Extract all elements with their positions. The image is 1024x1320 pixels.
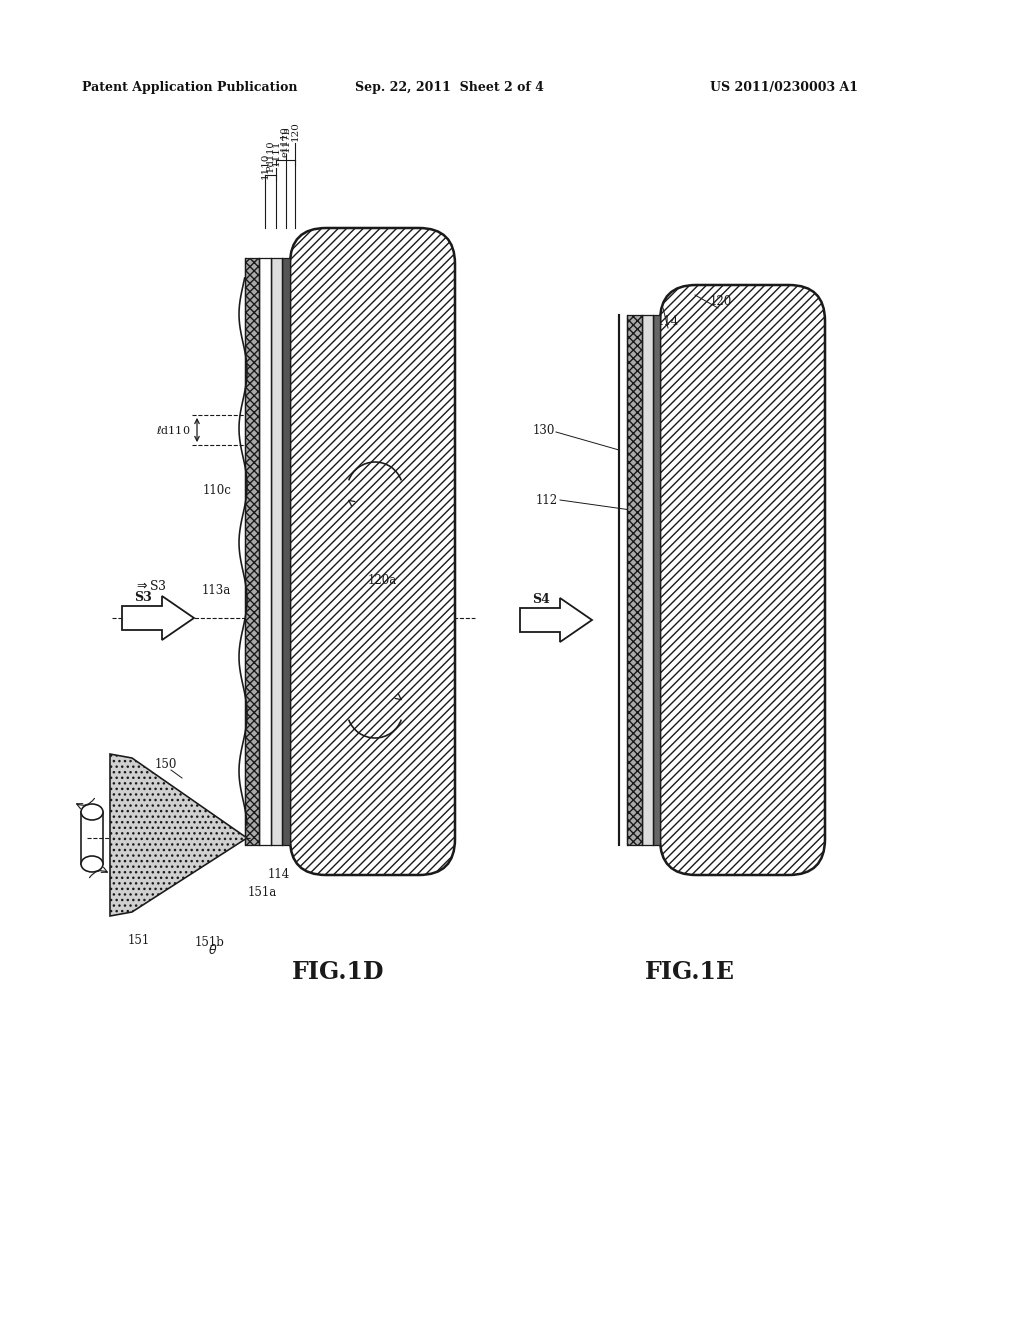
Text: 120: 120 bbox=[291, 121, 299, 141]
Text: 112: 112 bbox=[536, 494, 558, 507]
Text: Pd110: Pd110 bbox=[266, 140, 275, 172]
Text: 110c: 110c bbox=[202, 483, 231, 496]
Text: FIG.1E: FIG.1E bbox=[645, 960, 735, 983]
Text: 113a: 113a bbox=[202, 583, 231, 597]
Polygon shape bbox=[259, 257, 271, 845]
Text: 115: 115 bbox=[633, 354, 655, 367]
Text: Patent Application Publication: Patent Application Publication bbox=[82, 82, 298, 95]
Text: $\Rightarrow$S3: $\Rightarrow$S3 bbox=[134, 579, 167, 593]
Text: Sep. 22, 2011  Sheet 2 of 4: Sep. 22, 2011 Sheet 2 of 4 bbox=[355, 82, 544, 95]
FancyBboxPatch shape bbox=[660, 285, 825, 875]
Text: e1110: e1110 bbox=[281, 127, 290, 157]
Text: 114: 114 bbox=[268, 869, 290, 882]
Polygon shape bbox=[245, 257, 259, 845]
Text: US 2011/0230003 A1: US 2011/0230003 A1 bbox=[710, 82, 858, 95]
Text: $\ell$d110: $\ell$d110 bbox=[156, 424, 190, 436]
Polygon shape bbox=[282, 257, 290, 845]
Text: 151a: 151a bbox=[248, 886, 278, 899]
Text: 151: 151 bbox=[128, 933, 151, 946]
Polygon shape bbox=[110, 754, 247, 916]
Polygon shape bbox=[653, 315, 660, 845]
Polygon shape bbox=[627, 315, 642, 845]
Text: 130: 130 bbox=[532, 424, 555, 437]
Text: S3: S3 bbox=[134, 591, 152, 605]
Text: 120a: 120a bbox=[368, 573, 397, 586]
Ellipse shape bbox=[81, 804, 103, 820]
Polygon shape bbox=[122, 597, 194, 640]
Polygon shape bbox=[642, 315, 653, 845]
Text: 1111: 1111 bbox=[271, 140, 281, 166]
Text: 111: 111 bbox=[638, 384, 660, 396]
Text: 117b: 117b bbox=[282, 125, 291, 152]
Polygon shape bbox=[271, 257, 282, 845]
Text: 114: 114 bbox=[657, 315, 679, 327]
Text: 151b: 151b bbox=[195, 936, 225, 949]
Text: 150: 150 bbox=[155, 759, 177, 771]
Text: FIG.1D: FIG.1D bbox=[292, 960, 384, 983]
Text: S4: S4 bbox=[532, 593, 550, 606]
Polygon shape bbox=[520, 598, 592, 642]
Ellipse shape bbox=[81, 855, 103, 873]
Text: 1110: 1110 bbox=[260, 153, 269, 180]
Text: $\theta$: $\theta$ bbox=[270, 511, 280, 525]
FancyBboxPatch shape bbox=[290, 228, 455, 875]
Text: $\theta$: $\theta$ bbox=[208, 942, 217, 957]
Text: 120: 120 bbox=[710, 294, 732, 308]
